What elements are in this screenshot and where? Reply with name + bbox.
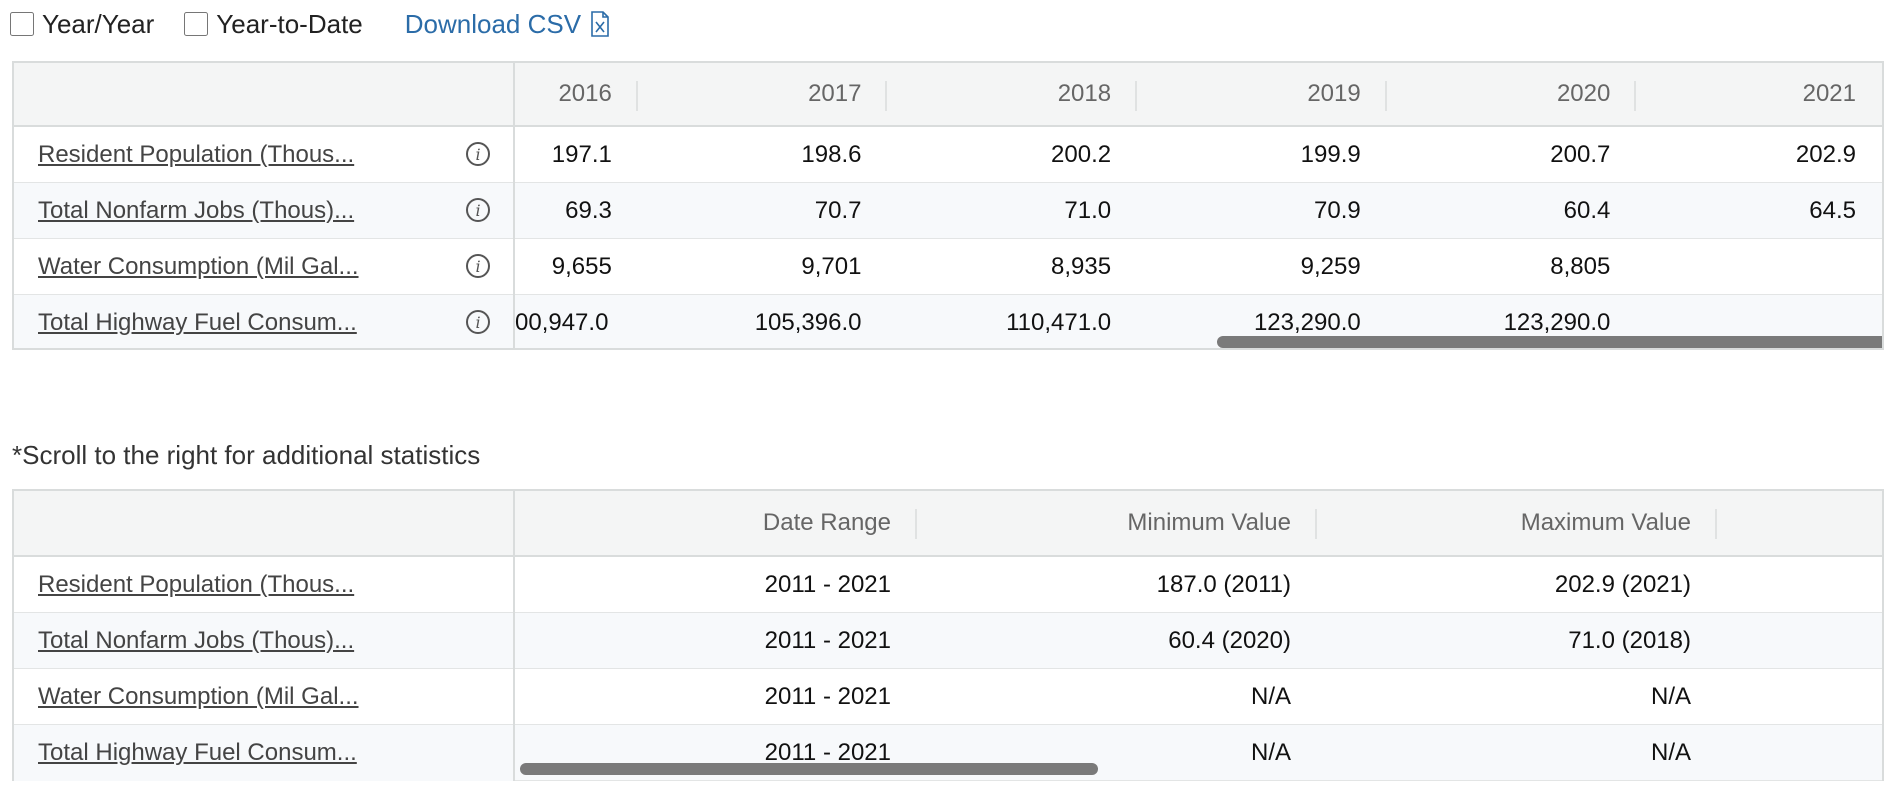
year-over-year-checkbox[interactable]: Year/Year [10, 9, 154, 40]
resident-population-link[interactable]: Resident Population (Thous... [38, 570, 355, 598]
year-header: 2016 [515, 63, 638, 125]
stats-row-label: Total Nonfarm Jobs (Thous)... i [14, 183, 513, 239]
table-row: 2011 - 2021 60.4 (2020) 71.0 (2018) [515, 613, 1882, 669]
year-over-year-label: Year/Year [42, 8, 155, 39]
table-cell: 9,701 [801, 252, 862, 280]
table-cell: 2011 - 2021 [764, 626, 891, 654]
table-cell: 202.9 [1795, 140, 1856, 168]
summary-row-label: Resident Population (Thous... [14, 557, 513, 613]
table-cell: 00,947.0 [515, 308, 609, 336]
table-cell: 8,805 [1550, 252, 1611, 280]
table-cell: 64.5 [1809, 196, 1856, 224]
table-cell: 198.6 [801, 140, 862, 168]
summary-row-label: Water Consumption (Mil Gal... [14, 669, 513, 725]
stats-row-label: Total Highway Fuel Consum... i [14, 295, 513, 348]
table-cell: N/A [1250, 738, 1291, 766]
table-cell: 200.7 [1550, 140, 1611, 168]
year-header: 2021 [1802, 80, 1856, 107]
stats-table-corner [14, 63, 513, 127]
table-cell: 123,290.0 [1253, 308, 1361, 336]
summary-table: Resident Population (Thous... Total Nonf… [12, 489, 1884, 781]
table-cell: 123,290.0 [1503, 308, 1611, 336]
water-consumption-link[interactable]: Water Consumption (Mil Gal... [38, 682, 359, 710]
toolbar: Year/Year Year-to-Date Download CSV [10, 6, 609, 42]
stats-table-labels: Resident Population (Thous... i Total No… [14, 63, 515, 348]
table-cell: N/A [1650, 682, 1691, 710]
minimum-value-header: Minimum Value [917, 491, 1317, 555]
stats-row-label: Water Consumption (Mil Gal... i [14, 239, 513, 295]
nonfarm-jobs-link[interactable]: Total Nonfarm Jobs (Thous)... [38, 626, 355, 654]
stats-table-header: 2016 2017 2018 2019 2020 2021 [515, 63, 1882, 127]
table-cell: 2011 - 2021 [764, 738, 891, 766]
table-cell: 8,935 [1051, 252, 1112, 280]
stats-table-scroll-area[interactable]: 2016 2017 2018 2019 2020 2021 197.1 198.… [515, 63, 1882, 348]
table-row: 197.1 198.6 200.2 199.9 200.7 202.9 [515, 127, 1882, 183]
table-cell: 71.0 (2018) [1568, 626, 1691, 654]
year-over-year-checkbox-input[interactable] [10, 12, 34, 36]
table-cell: 60.4 (2020) [1168, 626, 1291, 654]
year-header: 2020 [1387, 63, 1637, 125]
table-row: 9,655 9,701 8,935 9,259 8,805 [515, 239, 1882, 295]
table-cell [1636, 239, 1882, 294]
table-cell: 71.0 [1064, 196, 1112, 224]
table-row: 00,947.0 105,396.0 110,471.0 123,290.0 1… [515, 295, 1882, 348]
year-header: 2018 [887, 63, 1137, 125]
horizontal-scrollbar[interactable] [520, 763, 1098, 775]
table-cell: 202.9 (2021) [1554, 570, 1691, 598]
summary-table-header: Date Range Minimum Value Maximum Value [515, 491, 1882, 557]
year-header: 2019 [1137, 63, 1387, 125]
summary-table-labels: Resident Population (Thous... Total Nonf… [14, 491, 515, 781]
info-icon[interactable]: i [466, 198, 490, 222]
horizontal-scrollbar[interactable] [1217, 336, 1882, 348]
table-cell: 69.3 [565, 196, 612, 224]
scroll-note: *Scroll to the right for additional stat… [12, 440, 481, 470]
table-row: 2011 - 2021 N/A N/A [515, 669, 1882, 725]
year-to-date-label: Year-to-Date [216, 8, 363, 39]
maximum-value-header: Maximum Value [1317, 491, 1717, 555]
table-cell: 187.0 (2011) [1156, 570, 1291, 598]
highway-fuel-link[interactable]: Total Highway Fuel Consum... [38, 309, 357, 336]
table-cell: 2011 - 2021 [764, 570, 891, 598]
stats-row-label: Resident Population (Thous... i [14, 127, 513, 183]
highway-fuel-link[interactable]: Total Highway Fuel Consum... [38, 739, 357, 766]
water-consumption-link[interactable]: Water Consumption (Mil Gal... [38, 252, 359, 280]
table-cell: 70.9 [1314, 196, 1361, 224]
table-cell: N/A [1250, 682, 1291, 710]
summary-table-scroll-area[interactable]: Date Range Minimum Value Maximum Value 2… [515, 491, 1882, 781]
table-cell: 70.7 [814, 196, 862, 224]
resident-population-link[interactable]: Resident Population (Thous... [38, 140, 355, 168]
summary-row-label: Total Nonfarm Jobs (Thous)... [14, 613, 513, 669]
date-range-header: Date Range [515, 491, 917, 555]
year-header: 2017 [638, 63, 888, 125]
table-cell: 200.2 [1051, 140, 1112, 168]
download-csv-label: Download CSV [404, 8, 582, 39]
table-cell: 105,396.0 [754, 308, 862, 336]
table-cell: 110,471.0 [1006, 308, 1112, 336]
table-cell: N/A [1650, 738, 1691, 766]
nonfarm-jobs-link[interactable]: Total Nonfarm Jobs (Thous)... [38, 196, 355, 224]
summary-row-label: Total Highway Fuel Consum... [14, 725, 513, 781]
info-icon[interactable]: i [466, 254, 490, 278]
year-to-date-checkbox[interactable]: Year-to-Date [184, 8, 363, 40]
table-cell: 197.1 [551, 140, 612, 168]
download-csv-link[interactable]: Download CSV [405, 9, 609, 40]
table-cell: 199.9 [1300, 140, 1361, 168]
info-icon[interactable]: i [466, 142, 490, 166]
stats-table: Resident Population (Thous... i Total No… [12, 61, 1884, 350]
table-cell: 2011 - 2021 [764, 682, 891, 710]
year-to-date-checkbox-input[interactable] [184, 12, 209, 36]
table-row: 2011 - 2021 187.0 (2011) 202.9 (2021) [515, 557, 1882, 613]
csv-file-icon [591, 11, 609, 37]
summary-table-corner [14, 491, 513, 557]
table-cell: 9,259 [1300, 252, 1361, 280]
table-cell: 60.4 [1563, 196, 1611, 224]
info-icon[interactable]: i [466, 310, 490, 334]
table-row: 69.3 70.7 71.0 70.9 60.4 64.5 [515, 183, 1882, 239]
table-cell: 9,655 [551, 252, 612, 280]
